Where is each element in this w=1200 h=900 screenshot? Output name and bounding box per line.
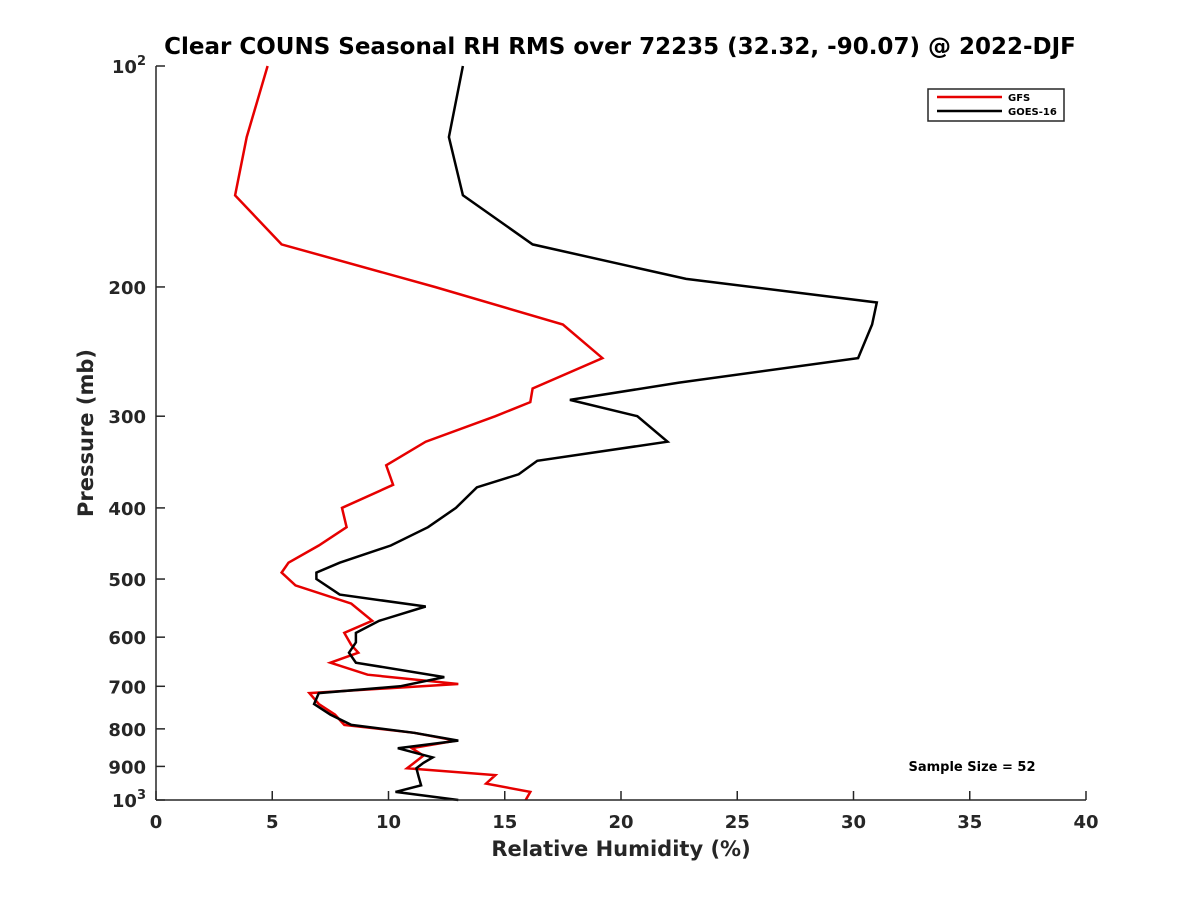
x-tick-label: 35 bbox=[957, 812, 982, 833]
y-axis-label: Pressure (mb) bbox=[74, 349, 98, 517]
y-tick-label: 102 bbox=[112, 54, 146, 78]
series-line-goes16 bbox=[312, 65, 879, 802]
y-tick-label: 900 bbox=[108, 757, 146, 778]
series-layer bbox=[233, 65, 879, 802]
sample-size-annotation: Sample Size = 52 bbox=[908, 760, 1035, 775]
x-axis-label: Relative Humidity (%) bbox=[491, 837, 750, 861]
x-tick-label: 10 bbox=[376, 812, 401, 833]
x-tick-label: 20 bbox=[608, 812, 633, 833]
y-tick-label: 200 bbox=[108, 278, 146, 299]
y-tick-label: 500 bbox=[108, 570, 146, 591]
y-tick-label: 600 bbox=[108, 628, 146, 649]
x-tick-label: 25 bbox=[725, 812, 750, 833]
x-tick-label: 40 bbox=[1073, 812, 1098, 833]
x-ticks: 0 5 10 15 20 25 30 35 40 bbox=[150, 791, 1099, 833]
chart-title: Clear COUNS Seasonal RH RMS over 72235 (… bbox=[164, 34, 1076, 60]
y-ticks: 102 200 300 400 500 600 700 800 900 103 bbox=[108, 54, 165, 812]
legend-box bbox=[927, 88, 1065, 122]
legend-label-goes16: GOES-16 bbox=[1008, 107, 1057, 118]
x-tick-label: 15 bbox=[492, 812, 517, 833]
y-tick-label: 400 bbox=[108, 499, 146, 520]
y-tick-label: 700 bbox=[108, 677, 146, 698]
legend-label-gfs: GFS bbox=[1008, 93, 1030, 104]
y-tick-label: 800 bbox=[108, 720, 146, 741]
x-tick-label: 5 bbox=[266, 812, 279, 833]
x-tick-label: 0 bbox=[150, 812, 163, 833]
legend: GFS GOES-16 bbox=[927, 88, 1065, 122]
y-tick-label: 103 bbox=[112, 788, 146, 812]
series-line-gfs bbox=[233, 65, 605, 801]
y-tick-label: 300 bbox=[108, 407, 146, 428]
x-tick-label: 30 bbox=[841, 812, 866, 833]
